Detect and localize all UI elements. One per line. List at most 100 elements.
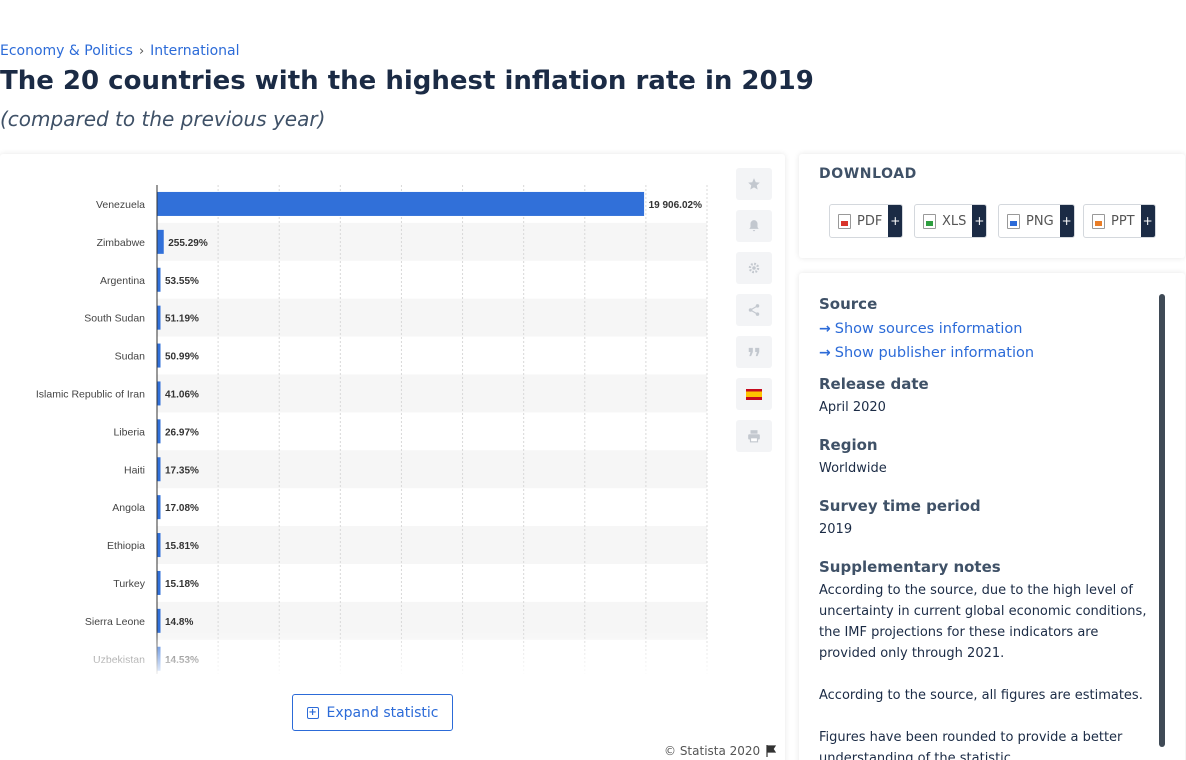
release-date-heading: Release date bbox=[819, 375, 929, 393]
supplementary-note: Figures have been rounded to provide a b… bbox=[819, 730, 1123, 760]
data-label: 17.08% bbox=[165, 503, 199, 514]
breadcrumb-link-international[interactable]: International bbox=[150, 43, 240, 59]
data-label: 14.53% bbox=[165, 655, 199, 666]
download-png-label: PNG bbox=[1026, 213, 1054, 229]
category-label: Liberia bbox=[113, 426, 145, 438]
arrow-right-icon: → bbox=[819, 345, 831, 361]
category-label: Sierra Leone bbox=[85, 616, 145, 628]
data-label: 15.18% bbox=[165, 579, 199, 590]
region-heading: Region bbox=[819, 436, 878, 454]
source-heading: Source bbox=[819, 295, 878, 313]
plus-icon: + bbox=[888, 205, 903, 237]
category-label: Ethiopia bbox=[107, 540, 145, 552]
data-label: 53.55% bbox=[165, 276, 199, 287]
show-sources-label: Show sources information bbox=[834, 321, 1023, 337]
chart-tools bbox=[736, 168, 772, 462]
bar-zimbabwe[interactable] bbox=[157, 229, 164, 254]
survey-period-heading: Survey time period bbox=[819, 497, 981, 515]
bar-uzbekistan[interactable] bbox=[157, 646, 161, 671]
category-label: Sudan bbox=[115, 351, 146, 363]
category-label: Zimbabwe bbox=[97, 237, 146, 249]
download-pdf-button[interactable]: PDF + bbox=[829, 204, 904, 238]
supplementary-notes-heading: Supplementary notes bbox=[819, 558, 1001, 576]
bell-icon[interactable] bbox=[736, 210, 772, 242]
row-band bbox=[157, 298, 707, 337]
data-label: 41.06% bbox=[165, 389, 199, 400]
statistic-details-card: Source → Show sources information → Show… bbox=[799, 273, 1185, 760]
supplementary-note: According to the source, due to the high… bbox=[819, 583, 1147, 661]
survey-period-value: 2019 bbox=[819, 522, 853, 537]
supplementary-note: According to the source, all figures are… bbox=[819, 688, 1143, 703]
data-label: 51.19% bbox=[165, 314, 199, 325]
bar-angola[interactable] bbox=[157, 495, 161, 520]
category-label: Argentina bbox=[100, 275, 145, 287]
show-sources-link[interactable]: → Show sources information bbox=[819, 317, 1149, 341]
row-band bbox=[157, 222, 707, 261]
bar-turkey[interactable] bbox=[157, 570, 161, 595]
release-date-value: April 2020 bbox=[819, 400, 886, 415]
plus-icon: + bbox=[972, 205, 987, 237]
gear-icon[interactable] bbox=[736, 252, 772, 284]
download-png-button[interactable]: PNG + bbox=[998, 204, 1075, 238]
bar-islamic-republic-of-iran[interactable] bbox=[157, 381, 161, 406]
data-label: 17.35% bbox=[165, 465, 199, 476]
bar-liberia[interactable] bbox=[157, 419, 161, 444]
data-label: 255.29% bbox=[168, 238, 208, 249]
bar-sierra-leone[interactable] bbox=[157, 608, 161, 633]
download-ppt-button[interactable]: PPT + bbox=[1083, 204, 1156, 238]
row-band bbox=[157, 374, 707, 413]
download-xls-button[interactable]: XLS + bbox=[914, 204, 988, 238]
expand-statistic-button[interactable]: + Expand statistic bbox=[292, 694, 453, 731]
png-file-icon bbox=[1007, 213, 1020, 229]
region-value: Worldwide bbox=[819, 461, 887, 476]
page-subtitle: (compared to the previous year) bbox=[0, 107, 326, 131]
data-label: 50.99% bbox=[165, 352, 199, 363]
download-ppt-label: PPT bbox=[1111, 213, 1135, 229]
details-scrollbar[interactable] bbox=[1159, 294, 1165, 747]
xls-file-icon bbox=[923, 213, 936, 229]
quote-icon[interactable] bbox=[736, 336, 772, 368]
breadcrumb: Economy & Politics › International bbox=[0, 43, 240, 59]
breadcrumb-link-economy-politics[interactable]: Economy & Politics bbox=[0, 43, 133, 59]
plus-icon: + bbox=[1140, 205, 1155, 237]
expand-statistic-label: Expand statistic bbox=[326, 704, 439, 721]
bar-sudan[interactable] bbox=[157, 343, 161, 368]
star-icon[interactable] bbox=[736, 168, 772, 200]
print-icon[interactable] bbox=[736, 420, 772, 452]
data-label: 26.97% bbox=[165, 427, 199, 438]
spanish-flag-icon[interactable] bbox=[736, 378, 772, 410]
bar-chart: Venezuela 19 906.02% Zimbabwe 255.29% Argent… bbox=[36, 185, 708, 674]
category-label: Angola bbox=[112, 502, 145, 514]
download-xls-label: XLS bbox=[942, 213, 967, 229]
category-label: Uzbekistan bbox=[93, 654, 145, 666]
copyright-text: © Statista 2020 bbox=[664, 744, 761, 758]
bar-haiti[interactable] bbox=[157, 457, 161, 482]
category-label: South Sudan bbox=[84, 313, 145, 325]
pdf-file-icon bbox=[838, 213, 851, 229]
show-publisher-label: Show publisher information bbox=[834, 345, 1035, 361]
breadcrumb-separator: › bbox=[138, 43, 145, 59]
ppt-file-icon bbox=[1092, 213, 1105, 229]
category-label: Venezuela bbox=[96, 199, 145, 211]
download-card: DOWNLOAD PDF + XLS + PNG + PPT + bbox=[799, 154, 1185, 258]
row-band bbox=[157, 526, 707, 564]
share-icon[interactable] bbox=[736, 294, 772, 326]
bar-ethiopia[interactable] bbox=[157, 533, 161, 558]
copyright: © Statista 2020 bbox=[664, 744, 777, 758]
category-label: Haiti bbox=[124, 464, 145, 476]
chart-area: Venezuela 19 906.02% Zimbabwe 255.29% Argent… bbox=[0, 154, 720, 674]
download-title: DOWNLOAD bbox=[819, 166, 917, 182]
data-label: 15.81% bbox=[165, 541, 199, 552]
data-label: 19 906.02% bbox=[649, 200, 702, 211]
bar-south-sudan[interactable] bbox=[157, 305, 161, 330]
bar-venezuela[interactable] bbox=[157, 191, 645, 216]
row-band bbox=[157, 601, 707, 640]
bar-argentina[interactable] bbox=[157, 267, 161, 292]
data-label: 14.8% bbox=[165, 617, 193, 628]
category-label: Islamic Republic of Iran bbox=[36, 388, 145, 400]
page-title: The 20 countries with the highest inflat… bbox=[0, 66, 814, 96]
show-publisher-link[interactable]: → Show publisher information bbox=[819, 341, 1149, 365]
flag-report-icon[interactable] bbox=[766, 745, 777, 757]
download-pdf-label: PDF bbox=[857, 213, 883, 229]
arrow-right-icon: → bbox=[819, 321, 831, 337]
